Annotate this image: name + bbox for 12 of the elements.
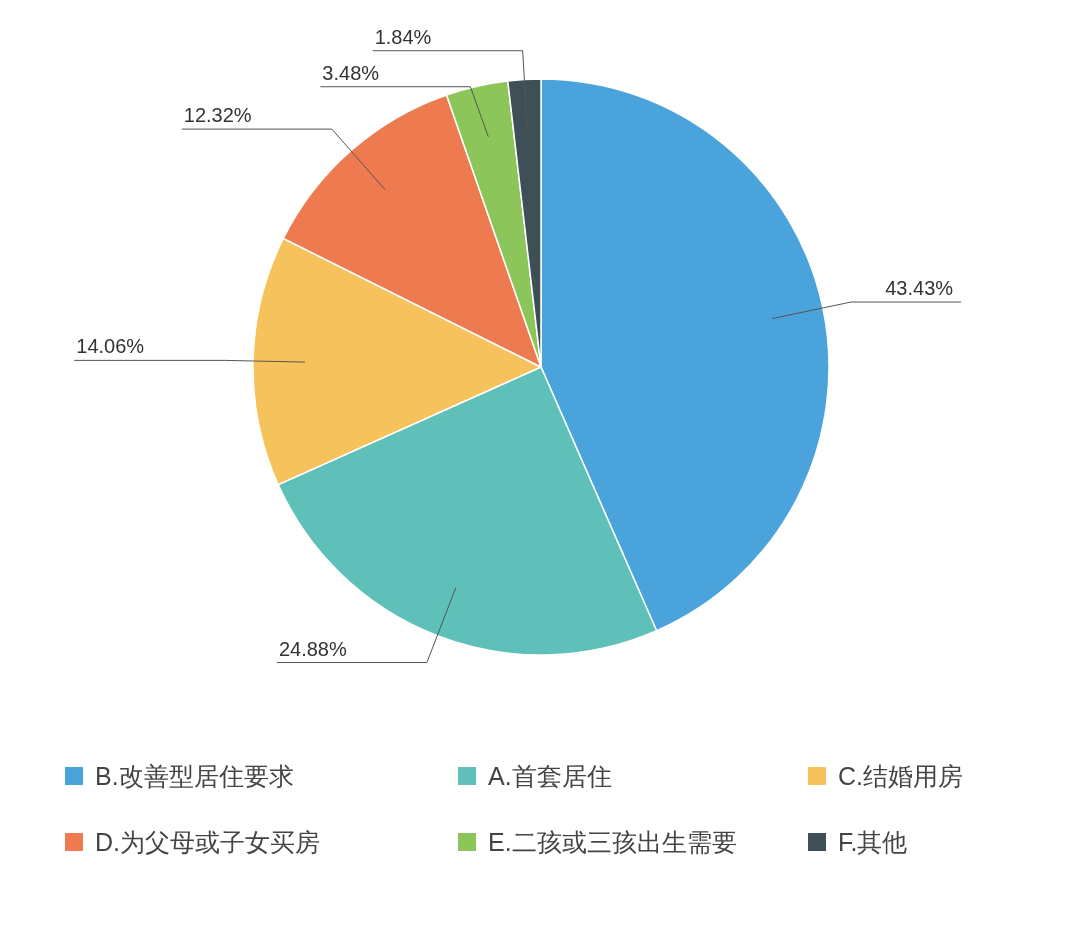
legend-label: E.二孩或三孩出生需要 (488, 828, 737, 856)
data-label: 12.32% (183, 104, 252, 127)
data-label: 43.43% (885, 277, 954, 300)
data-label: 24.88% (278, 637, 347, 660)
legend-label: B.改善型居住要求 (95, 762, 294, 790)
data-label: 3.48% (322, 61, 380, 84)
legend-label: C.结婚用房 (838, 762, 963, 790)
data-label: 1.84% (374, 25, 432, 48)
legend-label: A.首套居住 (488, 762, 612, 790)
legend-label: D.为父母或子女买房 (95, 828, 320, 856)
legend-label: F.其他 (838, 828, 908, 856)
data-label: 14.06% (76, 335, 145, 358)
